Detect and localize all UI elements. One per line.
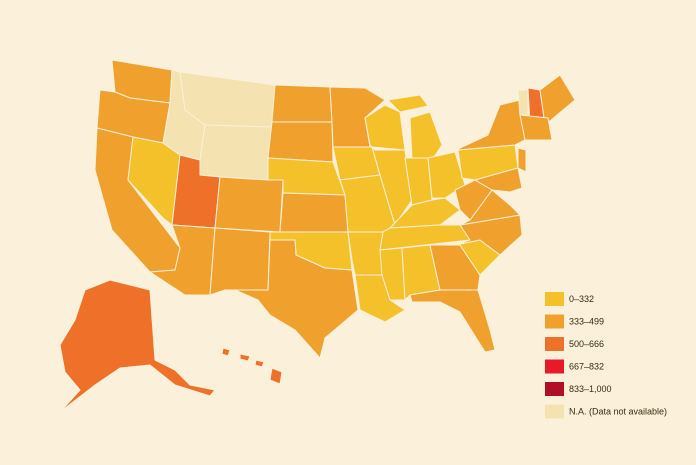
state (199, 124, 273, 181)
legend-swatch (545, 337, 564, 351)
state (459, 189, 521, 226)
state (267, 121, 334, 163)
legend-label: 0–332 (569, 294, 594, 304)
state (209, 227, 271, 296)
state (254, 359, 265, 368)
state (221, 347, 231, 357)
legend-swatch (545, 292, 564, 306)
state (59, 279, 216, 413)
state (214, 176, 284, 233)
state (539, 74, 576, 126)
legend-label: 833–1,000 (569, 384, 612, 394)
legend-swatch (545, 382, 564, 396)
state (239, 353, 251, 362)
state (269, 367, 283, 385)
state (387, 94, 429, 113)
legend-label: 500–666 (569, 339, 604, 349)
state (519, 114, 553, 141)
states (59, 59, 576, 413)
state (474, 167, 523, 193)
state (517, 89, 529, 116)
legend-label: 333–499 (569, 316, 604, 326)
legend-swatch (545, 404, 564, 419)
state (279, 192, 349, 233)
legend-label: 667–832 (569, 361, 604, 371)
state (409, 289, 496, 353)
legend-swatch (545, 314, 564, 329)
state (271, 84, 333, 123)
legend-swatch (545, 359, 564, 374)
state (517, 147, 527, 173)
legend-label: N.A. (Data not available) (569, 406, 667, 416)
state (234, 239, 359, 359)
state (379, 247, 406, 301)
state (409, 111, 443, 161)
legend: 0–332 333–499 500–666 667–832 833–1,000 N.A. … (545, 292, 667, 419)
